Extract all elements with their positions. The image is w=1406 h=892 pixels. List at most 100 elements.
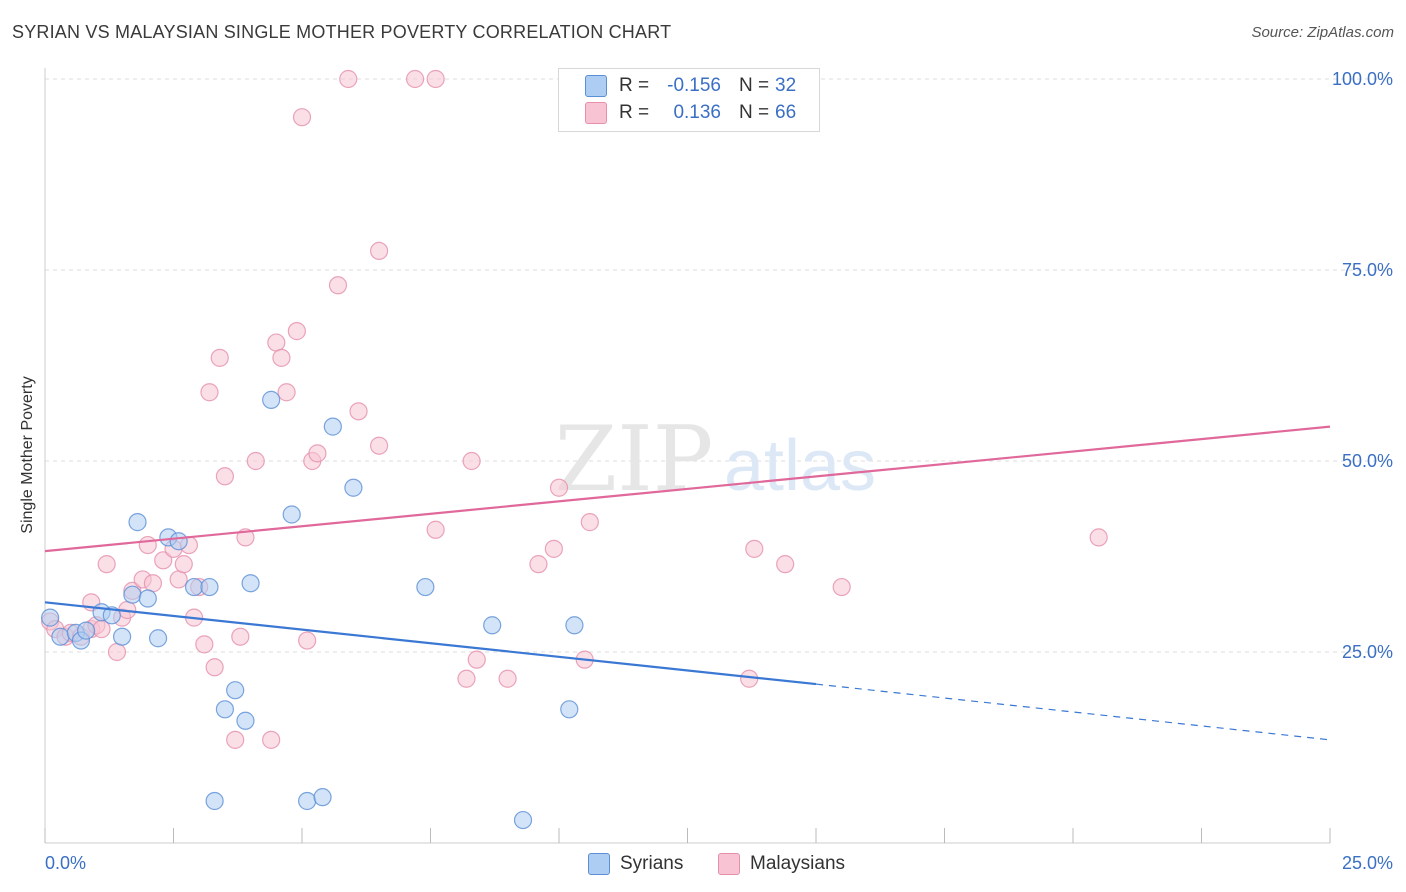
malaysian-point <box>580 513 599 532</box>
syrian-point <box>483 616 502 635</box>
chart-title: SYRIAN VS MALAYSIAN SINGLE MOTHER POVERT… <box>12 22 672 42</box>
syrian-point <box>128 513 147 532</box>
syrian-point <box>200 577 219 597</box>
malaysian-point <box>267 333 286 352</box>
legend-r-label: R = <box>619 102 650 123</box>
watermark-zip: ZIP <box>555 407 714 512</box>
malaysian-point <box>370 241 389 260</box>
malaysian-point <box>1089 528 1108 547</box>
malaysian-point <box>107 642 127 662</box>
malaysian-point <box>205 658 224 677</box>
syrians-trend-extension <box>815 683 1331 741</box>
malaysian-point <box>544 539 563 558</box>
malaysian-point <box>226 730 245 749</box>
syrian-point <box>560 700 579 719</box>
syrian-point <box>77 621 96 640</box>
malaysians-legend-swatch <box>718 853 740 875</box>
malaysian-point <box>549 478 569 497</box>
watermark-atlas: atlas <box>724 426 876 506</box>
legend-n-label: N = <box>739 75 770 96</box>
syrian-point <box>226 681 245 700</box>
malaysian-point <box>832 577 851 597</box>
malaysian-point <box>143 574 163 593</box>
malaysian-point <box>174 555 193 574</box>
malaysian-point <box>308 444 327 463</box>
syrian-point <box>282 505 301 524</box>
correlation-legend: R = -0.156 N = 32 R = 0.136 N = 66 <box>558 68 820 132</box>
malaysian-point <box>195 635 214 654</box>
malaysians-trend-line <box>44 425 1331 553</box>
syrian-point <box>215 700 234 719</box>
legend-row-malaysians: R = 0.136 N = 66 <box>585 101 796 125</box>
syrian-point <box>123 585 142 604</box>
malaysian-point <box>138 535 157 555</box>
malaysian-point <box>776 555 795 574</box>
malaysian-point <box>339 69 358 89</box>
syrian-point <box>565 616 584 635</box>
malaysian-point <box>231 627 250 646</box>
syrian-point <box>236 711 255 730</box>
syrian-point <box>513 810 533 830</box>
syrian-point <box>241 574 260 593</box>
syrian-point <box>41 608 60 627</box>
y-tick-label: 50.0% <box>1342 451 1393 471</box>
malaysian-point <box>200 383 219 402</box>
x-tick-label: 0.0% <box>45 853 86 873</box>
malaysian-point <box>210 348 229 367</box>
syrian-point <box>184 577 204 597</box>
syrian-point <box>205 791 224 811</box>
malaysian-point <box>292 108 312 127</box>
y-tick-label: 75.0% <box>1342 260 1393 280</box>
malaysian-point <box>328 276 348 295</box>
syrian-point <box>344 478 363 497</box>
legend-row-syrians: R = -0.156 N = 32 <box>585 74 796 98</box>
malaysian-point <box>169 570 188 589</box>
legend-n-label: N = <box>739 102 770 123</box>
syrian-point <box>262 390 281 409</box>
syrian-point <box>138 589 157 608</box>
malaysian-point <box>426 520 445 539</box>
syrian-point <box>169 532 188 551</box>
source-label: Source: ZipAtlas.com <box>1251 24 1394 41</box>
legend-r-value: -0.156 <box>667 75 721 96</box>
malaysian-point <box>467 650 486 669</box>
malaysian-point <box>349 402 368 421</box>
malaysian-point <box>287 322 306 341</box>
syrian-point <box>112 627 132 646</box>
syrian-point <box>416 577 435 597</box>
syrians-legend-label: Syrians <box>620 853 684 874</box>
legend-r-label: R = <box>619 75 650 96</box>
legend-n-value: 32 <box>775 75 797 96</box>
malaysian-point <box>298 631 317 650</box>
malaysian-point <box>405 69 425 89</box>
syrians-swatch <box>585 75 607 97</box>
legend-r-value: 0.136 <box>673 102 721 123</box>
malaysian-point <box>370 436 389 455</box>
syrians-trend-line <box>44 601 817 686</box>
malaysian-point <box>154 551 173 570</box>
malaysians-legend-label: Malaysians <box>750 853 846 874</box>
legend-n-value: 66 <box>775 102 797 123</box>
x-tick-label: 25.0% <box>1342 853 1393 873</box>
syrian-point <box>298 791 317 811</box>
malaysian-point <box>262 730 281 749</box>
malaysian-point <box>426 69 445 89</box>
malaysian-point <box>457 669 476 688</box>
syrian-point <box>51 627 70 646</box>
syrian-point <box>102 606 121 625</box>
syrians-legend-swatch <box>588 853 610 875</box>
malaysian-point <box>97 555 116 574</box>
bottom-legend-malaysians: Malaysians <box>718 852 845 876</box>
syrian-point <box>148 629 168 648</box>
malaysians-swatch <box>585 102 607 124</box>
malaysian-point <box>745 539 764 558</box>
malaysian-point <box>215 467 234 486</box>
bottom-legend-syrians: Syrians <box>588 852 683 876</box>
malaysian-point <box>529 555 548 574</box>
y-tick-label: 25.0% <box>1342 642 1393 662</box>
malaysian-point <box>272 348 291 367</box>
malaysian-point <box>277 383 296 402</box>
malaysian-point <box>246 451 265 471</box>
malaysian-point <box>462 451 481 471</box>
